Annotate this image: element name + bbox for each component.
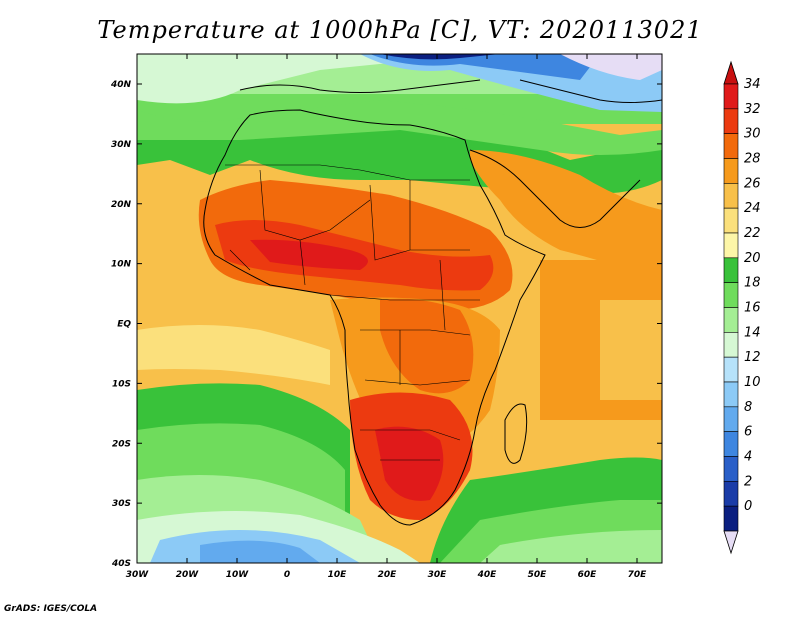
colorbar-segment bbox=[723, 456, 739, 482]
lon-tick-label: 10W bbox=[226, 570, 250, 580]
colorbar-label: 12 bbox=[744, 350, 761, 365]
colorbar-below-arrow bbox=[723, 530, 739, 555]
lat-tick-label: 30N bbox=[111, 140, 132, 150]
lat-tick-label: 20S bbox=[112, 439, 131, 449]
colorbar-segment bbox=[723, 307, 739, 333]
colorbar-label: 0 bbox=[744, 499, 752, 514]
colorbar-segment bbox=[723, 183, 739, 209]
colorbar-label: 28 bbox=[744, 152, 761, 167]
colorbar-label: 30 bbox=[744, 127, 761, 142]
colorbar-label: 4 bbox=[744, 450, 752, 465]
lon-tick-label: 30W bbox=[126, 570, 150, 580]
lon-tick-label: 0 bbox=[284, 570, 290, 580]
colorbar-label: 8 bbox=[744, 400, 752, 415]
lon-tick-label: 10E bbox=[328, 570, 348, 580]
map-title: Temperature at 1000hPa [C], VT: 20201130… bbox=[97, 16, 703, 44]
colorbar-segment bbox=[723, 133, 739, 159]
colorbar-segment bbox=[723, 108, 739, 134]
lon-tick-label: 50E bbox=[528, 570, 548, 580]
lon-tick-label: 40E bbox=[477, 570, 498, 580]
lat-tick-label: 20N bbox=[111, 200, 132, 210]
colorbar-segment bbox=[723, 505, 739, 532]
colorbar-label: 22 bbox=[744, 226, 761, 241]
lon-tick-label: 60E bbox=[578, 570, 598, 580]
lat-tick-label: 30S bbox=[112, 499, 131, 509]
colorbar-label: 2 bbox=[744, 474, 752, 489]
colorbar-segment bbox=[723, 381, 739, 408]
lon-tick-label: 20E bbox=[378, 570, 398, 580]
colorbar-above-arrow bbox=[723, 60, 739, 85]
colorbar-segment bbox=[723, 207, 739, 234]
colorbar-label: 24 bbox=[744, 201, 761, 216]
colorbar-segment bbox=[723, 356, 739, 383]
colorbar-label: 32 bbox=[744, 102, 761, 117]
colorbar-label: 20 bbox=[744, 251, 761, 266]
colorbar-label: 34 bbox=[744, 77, 761, 92]
colorbar-label: 26 bbox=[744, 176, 761, 191]
plot-frame bbox=[136, 53, 663, 564]
country-borders bbox=[225, 164, 480, 461]
temperature-field bbox=[137, 54, 662, 563]
colorbar-segment bbox=[723, 257, 739, 283]
colorbar-label: 10 bbox=[744, 375, 761, 390]
lat-tick-label: 40S bbox=[111, 559, 131, 569]
colorbar-segment bbox=[723, 431, 739, 457]
latitude-axis: 40N 30N 20N 10N EQ 10S 20S 30S 40S bbox=[110, 80, 662, 569]
lat-tick-label: 10N bbox=[111, 260, 132, 270]
colorbar-segment bbox=[723, 406, 739, 432]
lon-tick-label: 70E bbox=[628, 570, 648, 580]
coastlines bbox=[203, 79, 662, 526]
longitude-axis: 30W 20W 10W 0 10E 20E 30E 40E 50E 60E 70E bbox=[126, 54, 647, 580]
colorbar-segment bbox=[723, 332, 739, 358]
colorbar-segment bbox=[723, 481, 739, 507]
lon-tick-label: 30E bbox=[428, 570, 448, 580]
lon-tick-label: 20W bbox=[176, 570, 200, 580]
lat-tick-label: 10S bbox=[112, 379, 131, 389]
colorbar-segment bbox=[723, 83, 739, 110]
lat-tick-label: EQ bbox=[117, 320, 131, 330]
colorbar-label: 18 bbox=[744, 276, 761, 291]
colorbar-segment bbox=[723, 158, 739, 184]
colorbar-label: 16 bbox=[744, 301, 761, 316]
colorbar-segment bbox=[723, 282, 739, 308]
lat-tick-label: 40N bbox=[110, 80, 132, 90]
colorbar-label: 14 bbox=[744, 325, 761, 340]
colorbar-label: 6 bbox=[744, 425, 752, 440]
credit-text: GrADS: IGES/COLA bbox=[4, 604, 98, 614]
colorbar-segment bbox=[723, 232, 739, 259]
